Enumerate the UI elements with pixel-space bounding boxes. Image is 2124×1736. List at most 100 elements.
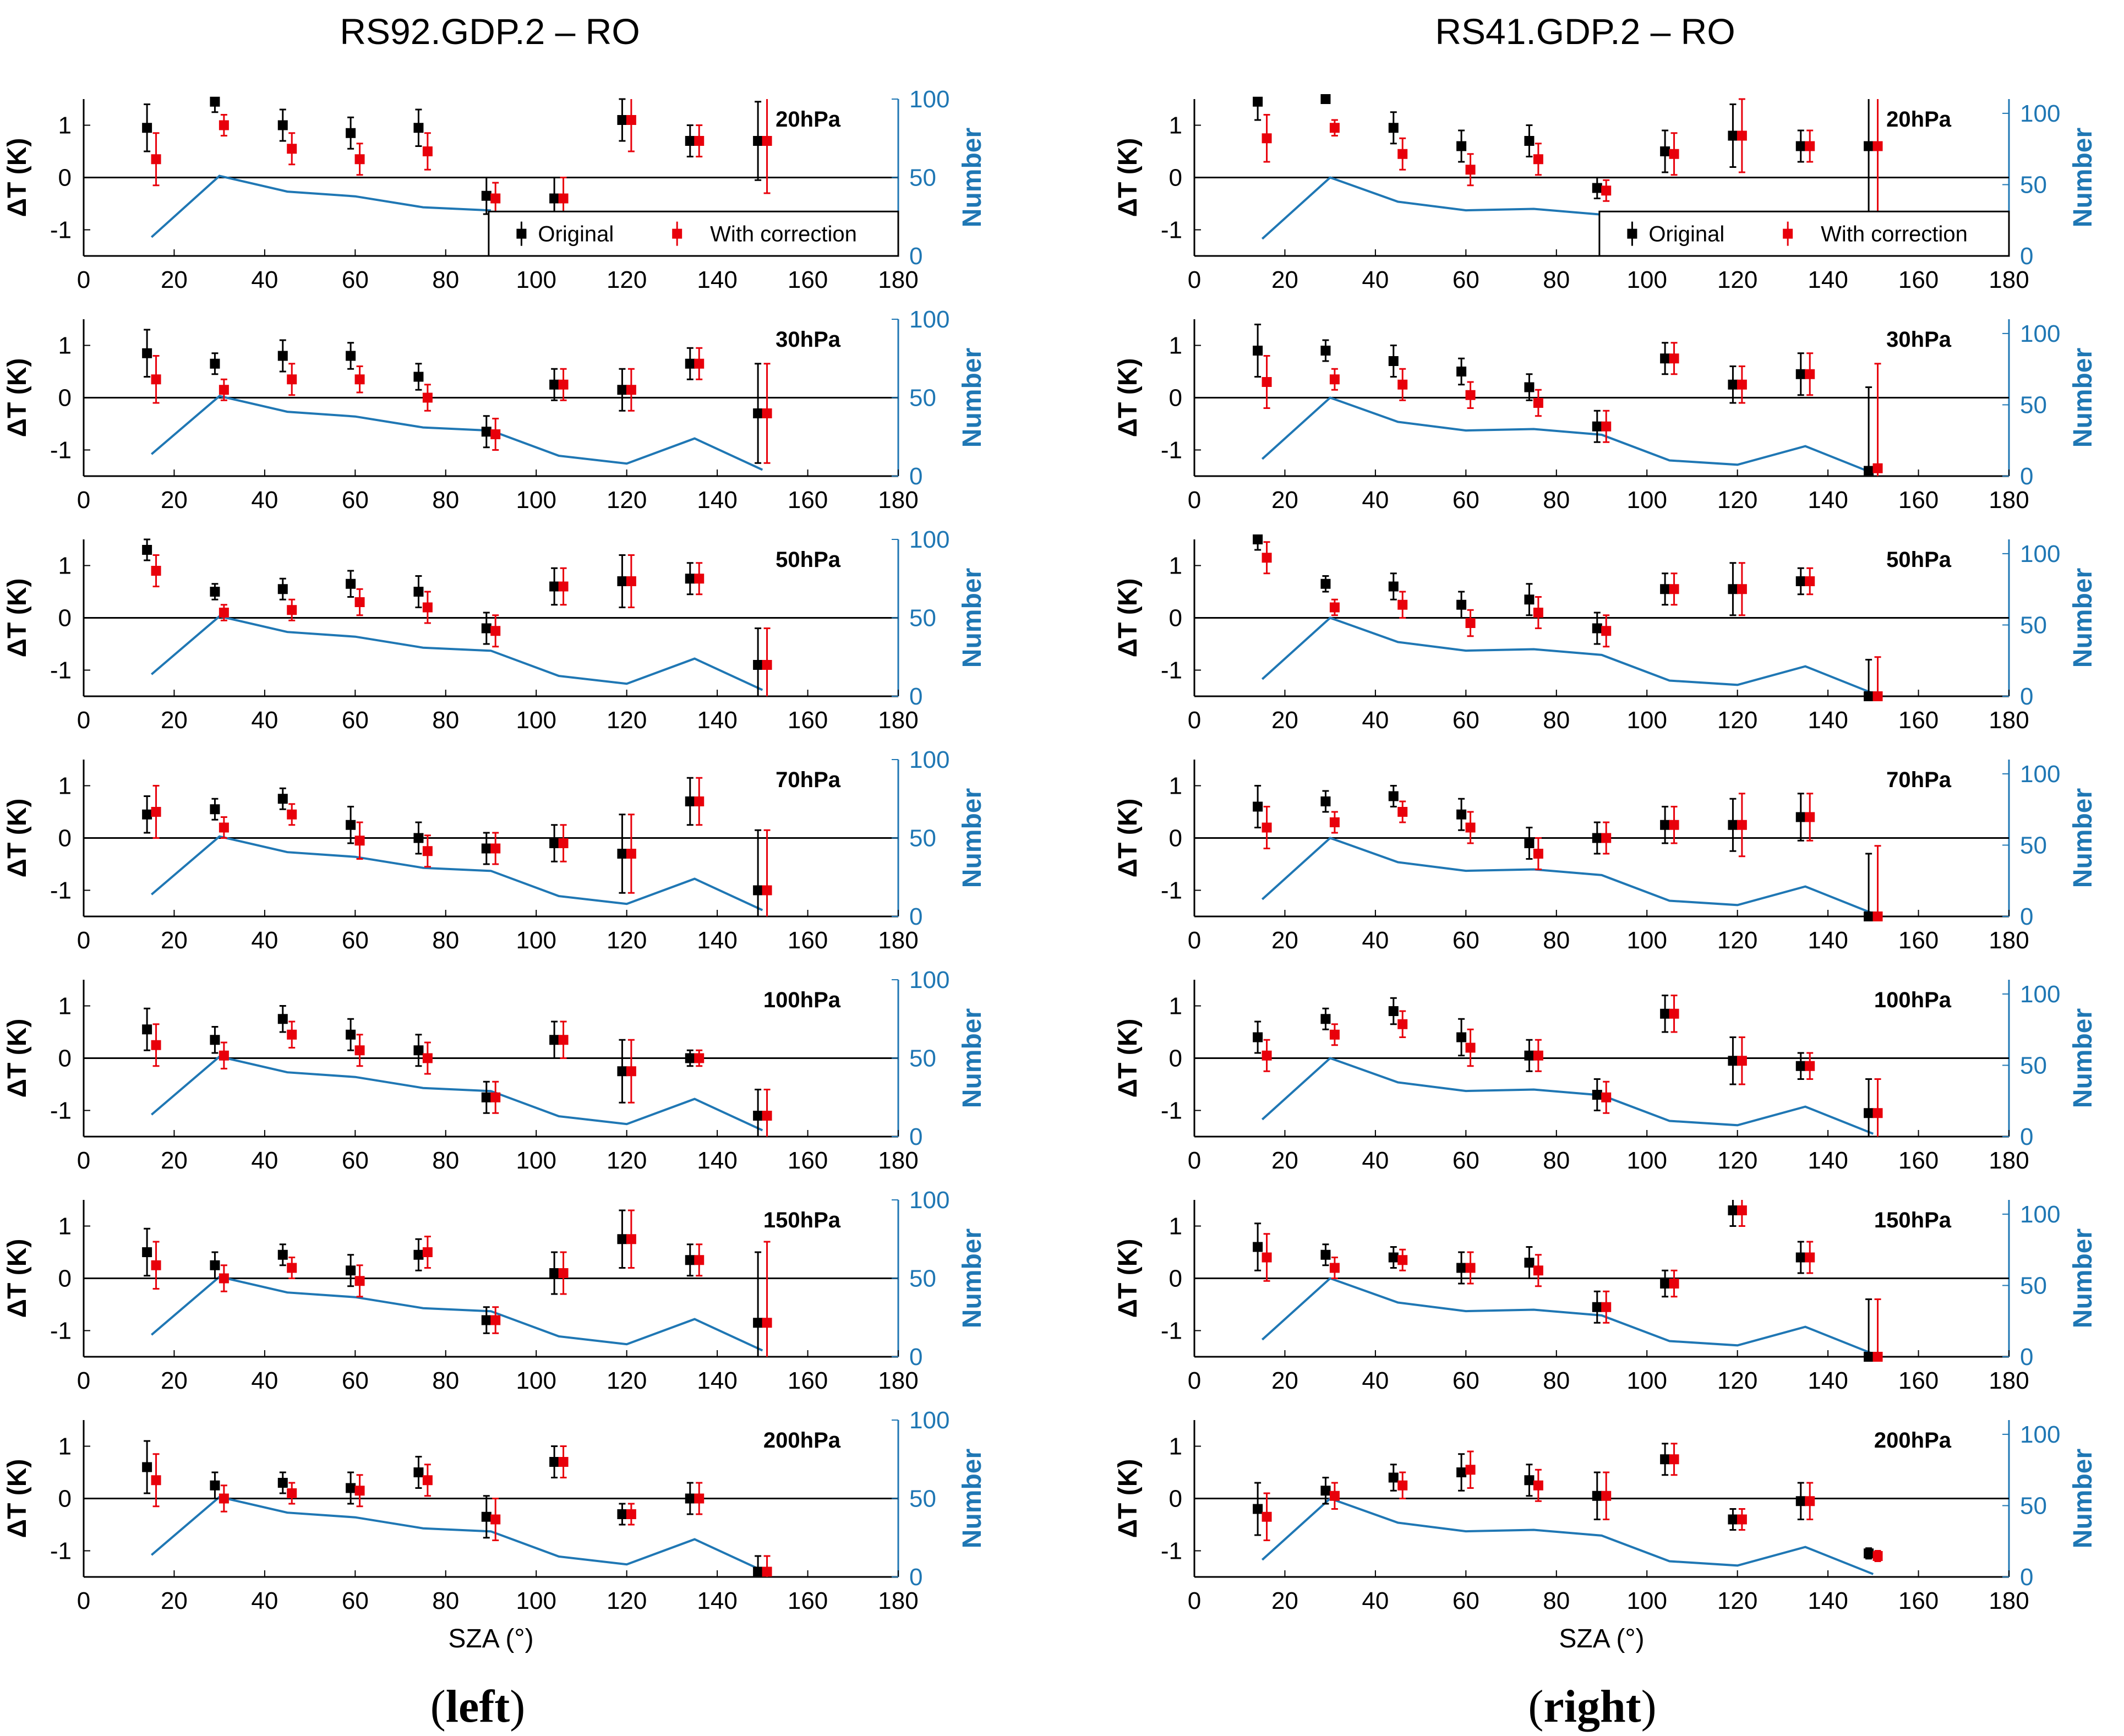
with-correction-marker [1805, 812, 1815, 822]
with-correction-marker [1805, 1252, 1815, 1263]
x-tick-label: 40 [251, 487, 278, 514]
with-correction-marker [1872, 1352, 1883, 1362]
with-correction-marker [558, 581, 569, 592]
original-marker [1320, 1486, 1331, 1496]
with-correction-marker [422, 1247, 433, 1257]
x-tick-label: 0 [77, 1367, 90, 1394]
original-marker [685, 358, 695, 369]
original-marker [1795, 369, 1806, 379]
left-column-title: RS92.GDP.2 – RO [340, 11, 640, 52]
original-marker [1524, 594, 1535, 605]
with-correction-marker [151, 1475, 161, 1486]
original-marker [210, 587, 220, 597]
x-tick-label: 160 [1898, 1367, 1939, 1394]
with-correction-marker [151, 1260, 161, 1270]
x-tick-label: 20 [161, 1147, 188, 1174]
original-marker [1795, 1061, 1806, 1071]
original-marker [481, 190, 492, 201]
pressure-level-label: 70hPa [1886, 768, 1952, 792]
original-marker [753, 660, 763, 670]
y-axis-label: ΔT (K) [1113, 1239, 1143, 1318]
legend-correction-marker [1783, 228, 1793, 239]
x-tick-label: 160 [788, 1147, 828, 1174]
x-tick-label: 80 [1543, 927, 1570, 954]
with-correction-marker [1872, 141, 1883, 151]
y-tick-label: -1 [50, 877, 72, 904]
x-tick-label: 160 [1898, 707, 1939, 734]
original-marker [1456, 809, 1467, 820]
x-tick-label: 40 [251, 1147, 278, 1174]
y2-axis-label: Number [958, 568, 987, 668]
with-correction-marker [558, 838, 569, 848]
x-tick-label: 160 [1898, 266, 1939, 293]
y2-axis-label: Number [958, 1229, 987, 1328]
x-tick-label: 40 [1362, 707, 1389, 734]
with-correction-marker [422, 146, 433, 156]
original-marker [413, 123, 424, 133]
with-correction-marker [1465, 390, 1476, 400]
with-correction-marker [1601, 626, 1612, 636]
y2-tick-label: 0 [2020, 903, 2033, 930]
with-correction-marker [1329, 123, 1340, 133]
x-tick-label: 20 [1271, 707, 1298, 734]
original-marker [1728, 1205, 1738, 1215]
y-tick-label: -1 [1161, 1318, 1182, 1345]
x-tick-label: 100 [516, 707, 556, 734]
original-marker [617, 1234, 627, 1244]
with-correction-marker [354, 1486, 365, 1496]
x-tick-label: 100 [516, 1147, 556, 1174]
original-marker [753, 136, 763, 146]
with-correction-marker [1262, 1511, 1272, 1522]
y-tick-label: 0 [58, 605, 72, 632]
y-tick-label: 1 [1169, 553, 1182, 580]
with-correction-marker [287, 374, 297, 385]
legend-correction-label: With correction [710, 222, 857, 247]
original-marker [617, 1066, 627, 1077]
y2-axis-label: Number [958, 348, 987, 447]
original-marker [549, 1035, 560, 1045]
pressure-level-label: 70hPa [776, 768, 841, 792]
x-tick-label: 140 [697, 1587, 737, 1614]
x-tick-label: 180 [1989, 487, 2029, 514]
with-correction-marker [1262, 822, 1272, 833]
x-tick-label: 180 [1989, 266, 2029, 293]
y-tick-label: -1 [50, 1538, 72, 1565]
pressure-level-label: 20hPa [776, 107, 841, 132]
with-correction-marker [287, 809, 297, 820]
y-axis-label: ΔT (K) [3, 578, 32, 658]
original-marker [210, 1260, 220, 1270]
with-correction-marker [490, 1092, 501, 1102]
y2-tick-label: 50 [909, 385, 936, 412]
y2-tick-label: 50 [2020, 1052, 2047, 1079]
x-tick-label: 80 [1543, 1147, 1570, 1174]
number-series-line [151, 395, 763, 471]
with-correction-marker [422, 602, 433, 613]
x-tick-label: 60 [1453, 707, 1479, 734]
original-marker [1660, 1279, 1670, 1289]
y2-tick-label: 0 [2020, 1123, 2033, 1150]
original-marker [685, 136, 695, 146]
original-marker [1728, 584, 1738, 594]
x-tick-label: 80 [432, 487, 459, 514]
original-marker [142, 1462, 152, 1472]
y2-tick-label: 0 [2020, 683, 2033, 710]
original-marker [346, 820, 356, 830]
with-correction-marker [354, 1276, 365, 1286]
original-marker [1524, 1475, 1535, 1486]
original-marker [346, 1029, 356, 1040]
with-correction-marker [1872, 1108, 1883, 1118]
with-correction-marker [1805, 576, 1815, 586]
y2-tick-label: 100 [909, 86, 949, 113]
y-tick-label: 0 [1169, 825, 1182, 852]
x-tick-label: 40 [251, 1587, 278, 1614]
original-marker [1253, 96, 1263, 107]
y2-tick-label: 0 [2020, 1344, 2033, 1371]
y2-tick-label: 100 [2020, 1201, 2060, 1228]
y-tick-label: 0 [1169, 1045, 1182, 1072]
y-axis-label: ΔT (K) [3, 138, 32, 217]
x-tick-label: 140 [1808, 707, 1848, 734]
original-marker [1388, 791, 1399, 801]
y2-tick-label: 50 [909, 825, 936, 852]
